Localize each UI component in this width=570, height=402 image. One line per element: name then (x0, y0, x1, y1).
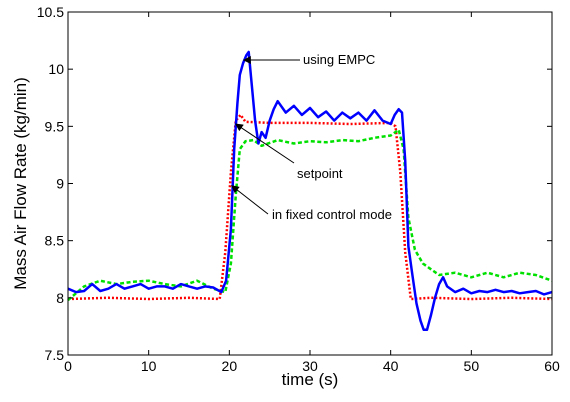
y-tick-label: 9 (56, 176, 64, 192)
y-tick-label: 7.5 (45, 347, 65, 363)
annotation-arrow (230, 185, 269, 215)
x-tick-label: 40 (383, 358, 399, 374)
series-line-setpoint (67, 113, 553, 301)
series-line-empc (67, 50, 553, 332)
annotation-label: setpoint (297, 166, 343, 181)
y-tick-label: 10.5 (37, 4, 64, 20)
x-tick-label: 60 (544, 358, 560, 374)
y-tick-label: 8.5 (45, 233, 65, 249)
x-axis-label: time (s) (282, 370, 339, 389)
x-tick-label: 30 (302, 358, 318, 374)
x-tick-label: 0 (64, 358, 72, 374)
series-layer (67, 50, 553, 332)
annotation-arrow (234, 123, 295, 164)
x-tick-label: 20 (222, 358, 238, 374)
y-tick-label: 9.5 (45, 118, 65, 134)
x-tick-label: 10 (141, 358, 157, 374)
y-tick-label: 8 (56, 290, 64, 306)
annotation-layer: using EMPC setpoint in fixed control mode (230, 52, 392, 222)
y-axis-label: Mass Air Flow Rate (kg/min) (11, 77, 30, 290)
x-tick-label: 50 (464, 358, 480, 374)
annotation-label: using EMPC (303, 52, 375, 67)
y-tick-label: 10 (48, 61, 64, 77)
ticks-layer: 0 10 20 30 40 50 60 7.5 8 8.5 9 9.5 10 10.5 (37, 4, 560, 374)
annotation-label: in fixed control mode (272, 207, 392, 222)
